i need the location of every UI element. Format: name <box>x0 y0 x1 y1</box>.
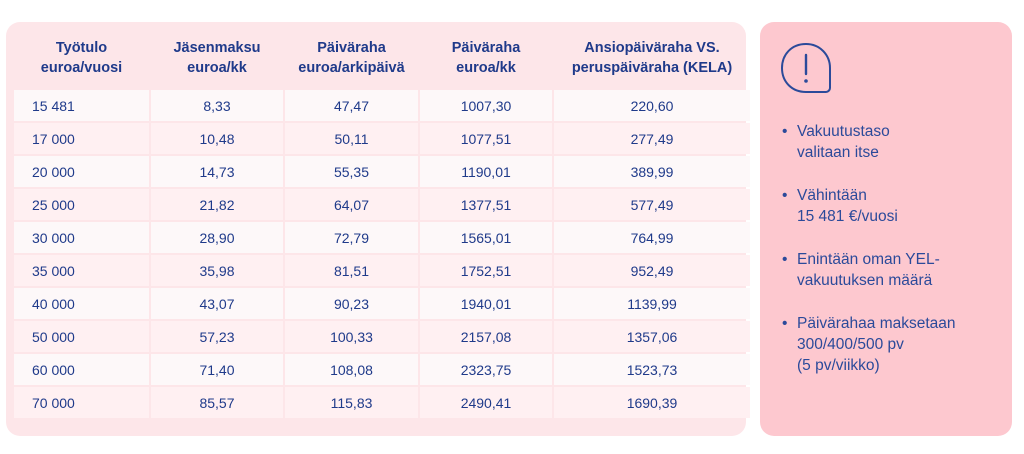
table-cell: 35 000 <box>14 255 149 286</box>
table-row: 25 000 21,82 64,07 1377,51 577,49 <box>14 189 750 220</box>
table-cell: 14,73 <box>151 156 283 187</box>
table-cell: 81,51 <box>285 255 418 286</box>
table-cell: 64,07 <box>285 189 418 220</box>
info-bullet-list: Vakuutustaso valitaan itse Vähintään 15 … <box>782 121 998 376</box>
info-bullet-paivarahaa-maksetaan: Päivärahaa maksetaan 300/400/500 pv (5 p… <box>782 313 998 376</box>
table-cell: 1357,06 <box>554 321 750 352</box>
header-ansiopaivaraha-vs-peruspaivaraha: Ansiopäiväraha VS. peruspäiväraha (KELA) <box>571 40 733 76</box>
table-row: 40 000 43,07 90,23 1940,01 1139,99 <box>14 288 750 319</box>
info-card: Vakuutustaso valitaan itse Vähintään 15 … <box>760 22 1012 436</box>
table-cell: 8,33 <box>151 90 283 121</box>
table-cell: 1565,01 <box>420 222 552 253</box>
header-paivaraha-kk: Päiväraha euroa/kk <box>451 40 521 76</box>
membership-fee-table-card: Työtulo euroa/vuosi Jäsenmaksu euroa/kk Pä… <box>6 22 750 436</box>
table-cell: 1940,01 <box>420 288 552 319</box>
table-cell: 1752,51 <box>420 255 552 286</box>
table-cell: 43,07 <box>151 288 283 319</box>
table-header-row: Työtulo euroa/vuosi Jäsenmaksu euroa/kk Pä… <box>14 28 750 88</box>
table-cell: 40 000 <box>14 288 149 319</box>
table-cell: 389,99 <box>554 156 750 187</box>
table-cell: 1077,51 <box>420 123 552 154</box>
table-row: 17 000 10,48 50,11 1077,51 277,49 <box>14 123 750 154</box>
table-cell: 60 000 <box>14 354 149 385</box>
table-cell: 47,47 <box>285 90 418 121</box>
table-cell: 90,23 <box>285 288 418 319</box>
table-cell: 28,90 <box>151 222 283 253</box>
header-paivaraha-arkipaiva: Päiväraha euroa/arkipäivä <box>298 40 405 76</box>
info-bullet-vakuutustaso: Vakuutustaso valitaan itse <box>782 121 998 163</box>
table-cell: 17 000 <box>14 123 149 154</box>
table-row: 60 000 71,40 108,08 2323,75 1523,73 <box>14 354 750 385</box>
table-row: 30 000 28,90 72,79 1565,01 764,99 <box>14 222 750 253</box>
header-jasenmaksu: Jäsenmaksu euroa/kk <box>173 40 261 76</box>
table-cell: 10,48 <box>151 123 283 154</box>
table-cell: 2490,41 <box>420 387 552 418</box>
table-cell: 1523,73 <box>554 354 750 385</box>
table-cell: 57,23 <box>151 321 283 352</box>
table-cell: 2157,08 <box>420 321 552 352</box>
table-cell: 50 000 <box>14 321 149 352</box>
table-cell: 1139,99 <box>554 288 750 319</box>
table-cell: 764,99 <box>554 222 750 253</box>
table-cell: 220,60 <box>554 90 750 121</box>
table-cell: 15 481 <box>14 90 149 121</box>
info-bullet-vahintaan: Vähintään 15 481 €/vuosi <box>782 185 998 227</box>
table-row: 50 000 57,23 100,33 2157,08 1357,06 <box>14 321 750 352</box>
table-cell: 1007,30 <box>420 90 552 121</box>
table-cell: 50,11 <box>285 123 418 154</box>
table-cell: 108,08 <box>285 354 418 385</box>
table-cell: 20 000 <box>14 156 149 187</box>
table-cell: 100,33 <box>285 321 418 352</box>
table-cell: 277,49 <box>554 123 750 154</box>
table-cell: 1190,01 <box>420 156 552 187</box>
table-cell: 85,57 <box>151 387 283 418</box>
table-cell: 577,49 <box>554 189 750 220</box>
table-row: 35 000 35,98 81,51 1752,51 952,49 <box>14 255 750 286</box>
exclamation-speech-bubble-icon <box>780 42 831 93</box>
table-cell: 72,79 <box>285 222 418 253</box>
table-cell: 1377,51 <box>420 189 552 220</box>
table-cell: 35,98 <box>151 255 283 286</box>
table-row: 15 481 8,33 47,47 1007,30 220,60 <box>14 90 750 121</box>
header-tyotulo: Työtulo euroa/vuosi <box>40 40 123 76</box>
table-cell: 30 000 <box>14 222 149 253</box>
table-row: 70 000 85,57 115,83 2490,41 1690,39 <box>14 387 750 418</box>
membership-fee-table: Työtulo euroa/vuosi Jäsenmaksu euroa/kk Pä… <box>12 26 752 420</box>
table-cell: 21,82 <box>151 189 283 220</box>
table-cell: 2323,75 <box>420 354 552 385</box>
table-cell: 71,40 <box>151 354 283 385</box>
table-cell: 55,35 <box>285 156 418 187</box>
table-cell: 1690,39 <box>554 387 750 418</box>
table-cell: 952,49 <box>554 255 750 286</box>
info-bullet-enintaan: Enintään oman YEL- vakuutuksen määrä <box>782 249 998 291</box>
table-row: 20 000 14,73 55,35 1190,01 389,99 <box>14 156 750 187</box>
table-cell: 115,83 <box>285 387 418 418</box>
table-cell: 25 000 <box>14 189 149 220</box>
table-cell: 70 000 <box>14 387 149 418</box>
